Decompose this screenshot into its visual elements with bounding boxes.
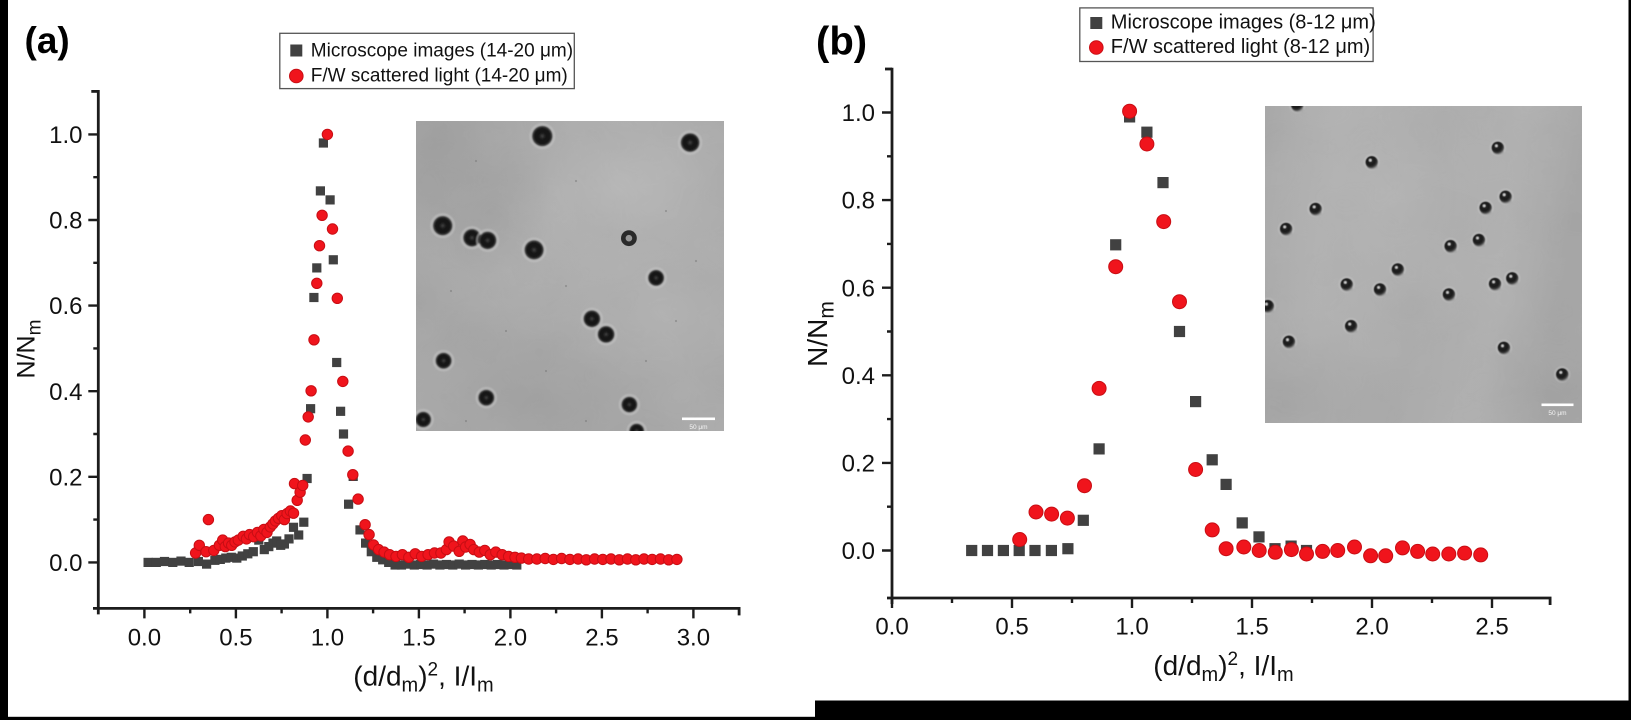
svg-text:(d/dm)2, I/Im: (d/dm)2, I/Im bbox=[353, 660, 493, 697]
svg-text:0.0: 0.0 bbox=[842, 538, 875, 565]
svg-text:2.0: 2.0 bbox=[494, 624, 527, 651]
svg-text:2.5: 2.5 bbox=[1475, 614, 1508, 641]
svg-text:1.0: 1.0 bbox=[842, 100, 875, 127]
svg-text:1.0: 1.0 bbox=[49, 122, 82, 149]
svg-text:2.5: 2.5 bbox=[585, 624, 618, 651]
svg-text:1.0: 1.0 bbox=[1115, 614, 1148, 641]
svg-text:0.2: 0.2 bbox=[49, 464, 82, 491]
svg-text:2.0: 2.0 bbox=[1355, 614, 1388, 641]
svg-text:1.0: 1.0 bbox=[311, 624, 344, 651]
svg-text:50 μm: 50 μm bbox=[1548, 410, 1566, 417]
svg-text:0.0: 0.0 bbox=[875, 614, 908, 641]
svg-text:F/W scattered light (8-12 μm): F/W scattered light (8-12 μm) bbox=[1111, 36, 1370, 58]
svg-text:1.5: 1.5 bbox=[1235, 614, 1268, 641]
svg-text:0.2: 0.2 bbox=[842, 451, 875, 478]
svg-text:3.0: 3.0 bbox=[677, 624, 710, 651]
svg-text:(d/dm)2, I/Im: (d/dm)2, I/Im bbox=[1153, 649, 1293, 686]
svg-text:0.6: 0.6 bbox=[842, 275, 875, 302]
svg-text:0.6: 0.6 bbox=[49, 293, 82, 320]
svg-text:0.8: 0.8 bbox=[49, 208, 82, 235]
svg-text:0.4: 0.4 bbox=[842, 363, 875, 390]
svg-text:0.0: 0.0 bbox=[49, 550, 82, 577]
svg-text:0.8: 0.8 bbox=[842, 188, 875, 215]
svg-text:50 μm: 50 μm bbox=[689, 424, 707, 431]
svg-text:(a): (a) bbox=[25, 20, 70, 61]
svg-text:(b): (b) bbox=[816, 20, 867, 64]
svg-text:1.5: 1.5 bbox=[402, 624, 435, 651]
svg-text:0.5: 0.5 bbox=[995, 614, 1028, 641]
svg-text:0.5: 0.5 bbox=[219, 624, 252, 651]
svg-text:0.4: 0.4 bbox=[49, 379, 82, 406]
svg-text:0.0: 0.0 bbox=[128, 624, 161, 651]
svg-text:Microscope images (14-20 μm): Microscope images (14-20 μm) bbox=[311, 41, 573, 62]
svg-text:F/W scattered light (14-20 μm): F/W scattered light (14-20 μm) bbox=[311, 66, 568, 87]
svg-text:Microscope images (8-12 μm): Microscope images (8-12 μm) bbox=[1111, 12, 1376, 34]
